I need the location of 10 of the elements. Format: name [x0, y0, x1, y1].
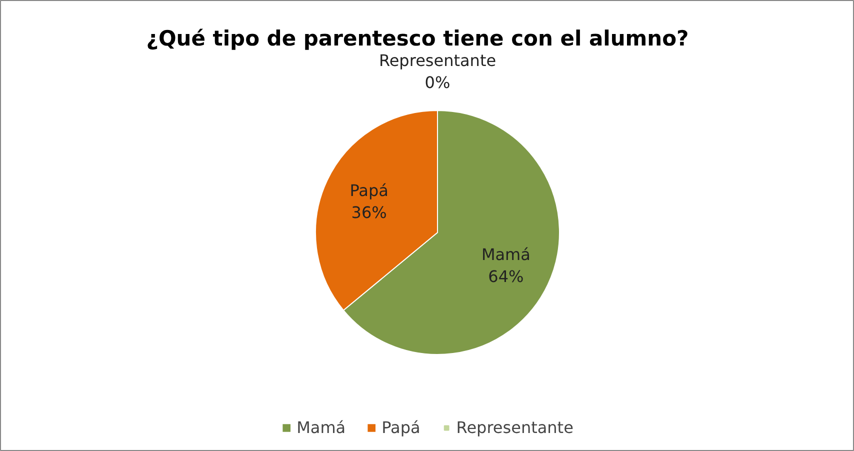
legend-label: Papá [382, 418, 420, 437]
chart-title: ¿Qué tipo de parentesco tiene con el alumno? [146, 26, 689, 50]
data-label: 64% [488, 267, 524, 286]
slice-label: Papá [350, 180, 388, 200]
text: 0% [424, 73, 450, 92]
category-label: Representante [378, 51, 496, 70]
legend-label: Mamá [296, 418, 346, 437]
data-label: 36% [351, 202, 387, 222]
slice-label: Mamá [481, 245, 530, 264]
legend-label: Representante [456, 418, 574, 437]
